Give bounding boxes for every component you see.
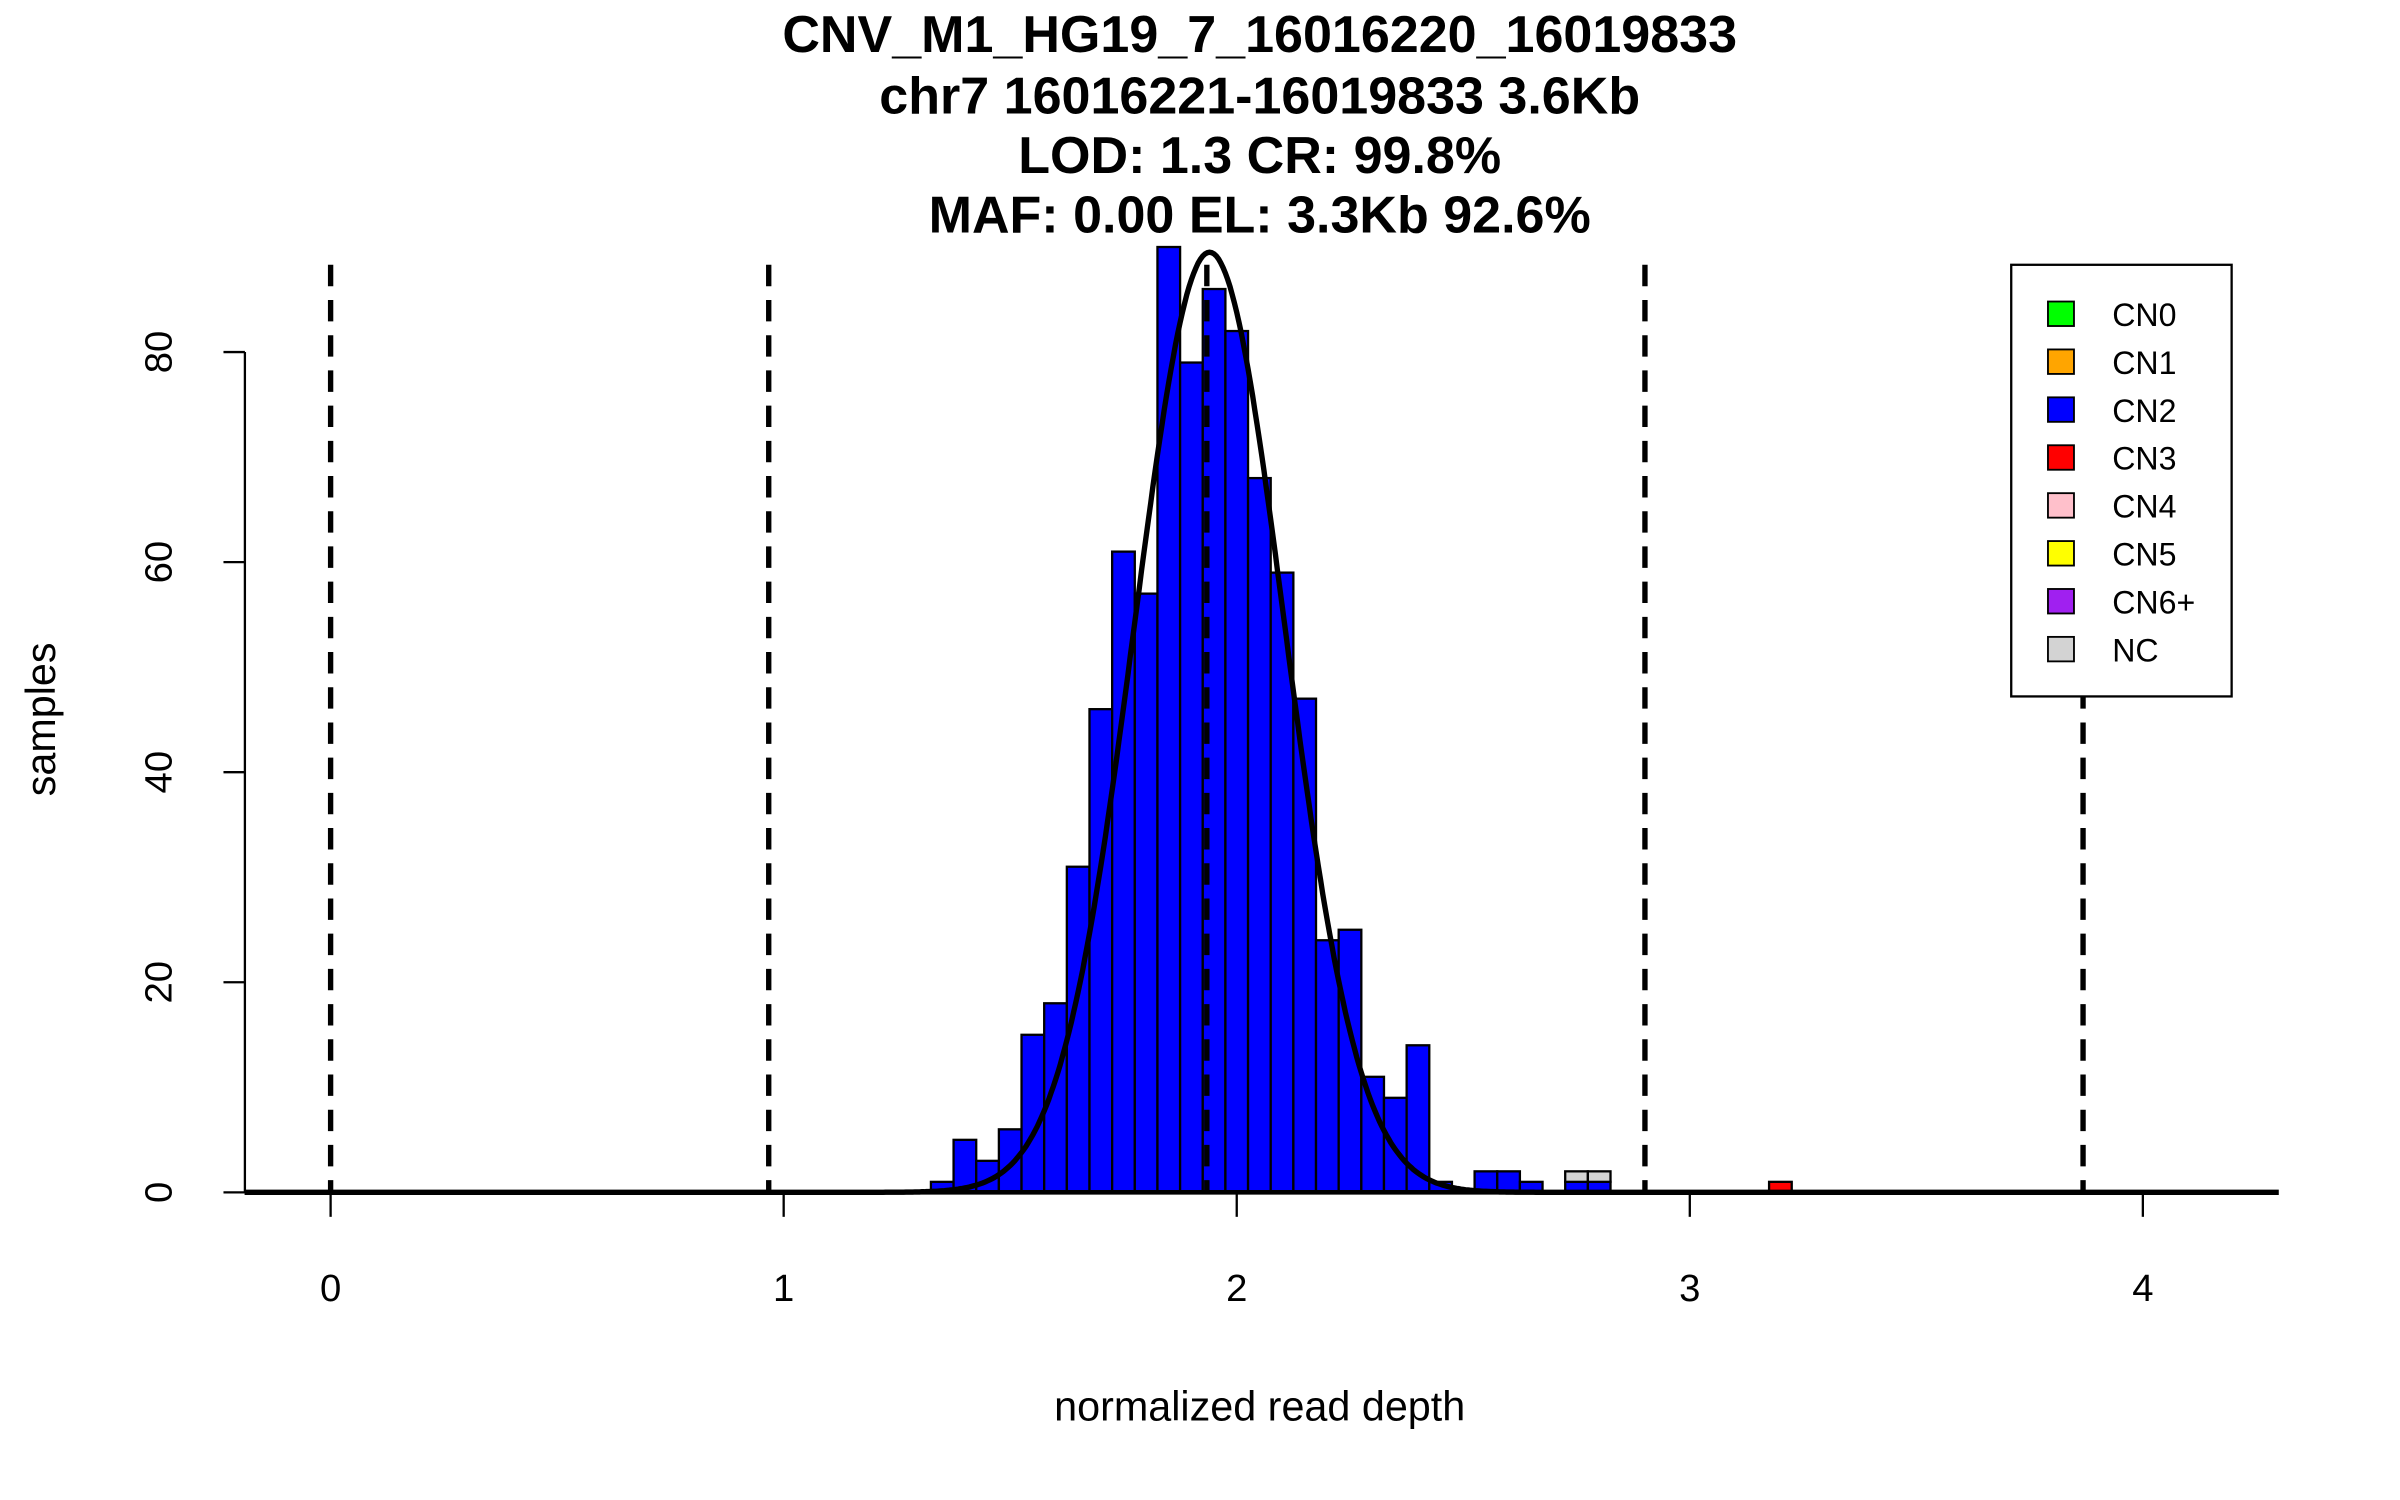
histogram-bar-cn2	[1224, 329, 1250, 1194]
x-tick-label: 3	[1679, 1267, 1700, 1310]
chart-title: CNV_M1_HG19_7_16016220_16019833 chr7 160…	[782, 6, 1737, 245]
legend-label-cn1: CN1	[2112, 345, 2176, 381]
histogram-bar-cn2	[1314, 939, 1340, 1194]
histogram-bar-cn2	[1496, 1170, 1522, 1194]
legend-label-cn5: CN5	[2112, 537, 2176, 573]
legend-label-cn2: CN2	[2112, 393, 2176, 429]
legend-box	[2010, 263, 2233, 698]
histogram-bars	[929, 245, 1793, 1194]
y-axis-label: samples	[18, 642, 64, 796]
legend-swatch-cn0	[2047, 300, 2075, 327]
title-line-1: CNV_M1_HG19_7_16016220_16019833	[782, 6, 1737, 64]
legend-swatch-cn3	[2047, 444, 2075, 471]
legend-swatch-nc	[2047, 635, 2075, 663]
legend-label-cn3: CN3	[2112, 441, 2176, 477]
legend: CN0 CN1 CN2 CN3 CN4 CN5 CN6+ NC	[2010, 263, 2233, 698]
histogram-bar-nc	[1586, 1170, 1612, 1183]
legend-label-cn6: CN6+	[2112, 584, 2195, 620]
histogram-bar-cn2	[1360, 1075, 1386, 1194]
x-tick-label: 0	[320, 1267, 341, 1310]
y-tick-label: 40	[137, 751, 180, 794]
legend-swatch-cn5	[2047, 540, 2075, 567]
y-tick-label: 60	[137, 541, 180, 584]
x-axis-label: normalized read depth	[1054, 1383, 1465, 1429]
y-tick-label: 0	[137, 1182, 180, 1203]
x-tick-label: 4	[2132, 1267, 2153, 1310]
histogram-bar-cn2	[1133, 592, 1159, 1194]
legend-swatch-cn1	[2047, 348, 2075, 375]
legend-swatch-cn2	[2047, 396, 2075, 423]
legend-label-nc: NC	[2112, 632, 2158, 668]
title-line-3: LOD: 1.3 CR: 99.8%	[1018, 127, 1501, 185]
histogram-bar-cn2	[1178, 361, 1204, 1194]
histogram-bar-cn2	[1246, 476, 1272, 1194]
histogram-bar-nc	[1564, 1170, 1590, 1183]
y-axis: 0 20 40 60 80	[137, 331, 247, 1203]
legend-swatch-cn6	[2047, 588, 2075, 615]
x-tick-label: 2	[1226, 1267, 1247, 1310]
y-tick-label: 80	[137, 331, 180, 374]
title-line-2: chr7 16016221-16019833 3.6Kb	[879, 67, 1640, 125]
legend-swatch-cn4	[2047, 492, 2075, 519]
x-axis: 0 1 2 3 4	[244, 1190, 2273, 1310]
title-line-4: MAF: 0.00 EL: 3.3Kb 92.6%	[929, 187, 1591, 245]
y-tick-label: 20	[137, 961, 180, 1004]
histogram-bar-cn2	[1088, 708, 1114, 1194]
legend-label-cn0: CN0	[2112, 297, 2176, 333]
legend-label-cn4: CN4	[2112, 489, 2176, 525]
x-tick-label: 1	[773, 1267, 794, 1310]
